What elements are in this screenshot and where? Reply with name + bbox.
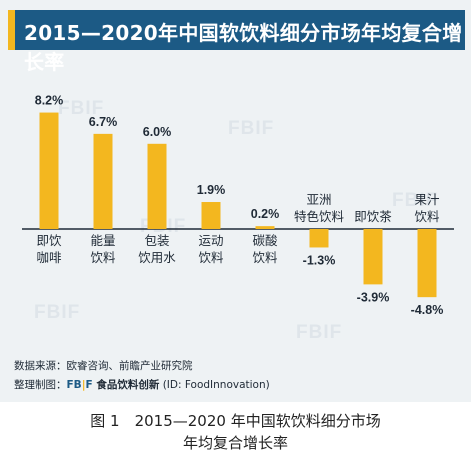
category-label: 饮料 bbox=[414, 209, 440, 224]
credit-suffix: (ID: FoodInnovation) bbox=[159, 379, 270, 391]
category-label: 即饮 bbox=[36, 233, 62, 248]
brand-logo: FB|F 食品饮料创新 bbox=[66, 379, 160, 391]
category-label: 即饮茶 bbox=[354, 209, 392, 224]
chart-title: 2015—2020年中国软饮料细分市场年均复合增长率 bbox=[24, 21, 463, 74]
data-source: 数据来源：欧睿咨询、前瞻产业研究院 bbox=[14, 360, 193, 372]
category-label: 运动 bbox=[198, 233, 223, 248]
value-label: 8.2% bbox=[35, 94, 64, 108]
category-label: 饮料 bbox=[90, 250, 116, 265]
value-label: -1.3% bbox=[303, 253, 336, 267]
bar bbox=[39, 112, 59, 229]
watermark: FBIF bbox=[58, 98, 105, 119]
bar bbox=[93, 133, 113, 229]
bar bbox=[417, 229, 437, 298]
watermark: FBIF bbox=[34, 302, 81, 323]
value-label: -3.9% bbox=[357, 290, 390, 304]
bar bbox=[363, 229, 383, 285]
value-label: 6.7% bbox=[89, 115, 118, 129]
category-label: 饮料 bbox=[198, 250, 224, 265]
category-label: 碳酸 bbox=[252, 233, 278, 248]
title-accent bbox=[8, 10, 15, 50]
bar-chart: 8.2%即饮咖啡6.7%能量饮料6.0%包装饮用水1.9%运动饮料0.2%碳酸饮… bbox=[22, 94, 454, 317]
category-label: 饮用水 bbox=[138, 250, 176, 265]
category-label: 饮料 bbox=[252, 250, 278, 265]
bar bbox=[309, 229, 329, 248]
category-label: 能量 bbox=[90, 233, 115, 248]
figure-caption-line1: 图 1 2015—2020 年中国软饮料细分市场 bbox=[90, 412, 381, 430]
category-label: 亚洲 bbox=[306, 192, 331, 207]
bar bbox=[201, 202, 221, 229]
credit-prefix: 整理制图： bbox=[14, 379, 67, 391]
credit-line: 整理制图：FB|F 食品饮料创新 (ID: FoodInnovation) bbox=[14, 377, 270, 392]
watermark: FBIF bbox=[296, 322, 343, 343]
value-label: 1.9% bbox=[197, 183, 226, 197]
bar bbox=[255, 226, 275, 229]
category-label: 包装 bbox=[144, 233, 169, 248]
chart-card: 2015—2020年中国软饮料细分市场年均复合增长率 FBIF FBIF FBI… bbox=[0, 0, 471, 402]
category-label: 特色饮料 bbox=[294, 209, 345, 224]
watermark: FBIF bbox=[228, 118, 275, 139]
value-label: 6.0% bbox=[143, 125, 172, 139]
value-label: 0.2% bbox=[251, 207, 280, 221]
figure-caption-line2: 年均复合增长率 bbox=[182, 434, 288, 452]
category-label: 咖啡 bbox=[36, 250, 62, 265]
category-label: 果汁 bbox=[414, 192, 440, 207]
title-bar: 2015—2020年中国软饮料细分市场年均复合增长率 bbox=[8, 10, 465, 74]
value-label: -4.8% bbox=[411, 303, 444, 317]
bar bbox=[147, 143, 167, 229]
watermark: FBIF bbox=[392, 190, 439, 211]
